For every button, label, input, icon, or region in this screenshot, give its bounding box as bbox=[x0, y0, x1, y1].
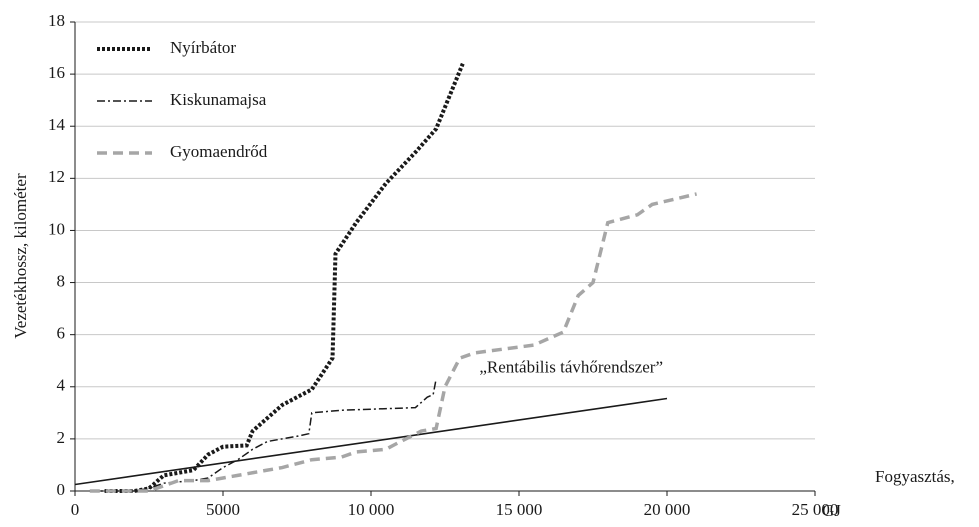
y-tick-label: 6 bbox=[57, 324, 66, 343]
data-line bbox=[89, 192, 697, 493]
x-axis-title: Fogyasztás, bbox=[875, 467, 955, 486]
y-tick-label: 4 bbox=[57, 376, 66, 395]
y-axis-title: Vezetékhossz, kilométer bbox=[11, 173, 30, 339]
data-line bbox=[104, 62, 465, 493]
y-tick-label: 0 bbox=[57, 480, 66, 499]
annotation: „Rentábilis távhőrendszer” bbox=[479, 357, 663, 376]
x-tick-label: 25 000 bbox=[792, 500, 839, 519]
legend-label: Nyírbátor bbox=[170, 38, 236, 57]
x-axis-title: GJ bbox=[822, 501, 841, 520]
x-tick-label: 5000 bbox=[206, 500, 240, 519]
y-tick-label: 8 bbox=[57, 271, 66, 290]
x-tick-label: 20 000 bbox=[644, 500, 691, 519]
y-tick-label: 10 bbox=[48, 219, 65, 238]
legend-label: Gyomaendrőd bbox=[170, 142, 268, 161]
x-tick-label: 0 bbox=[71, 500, 80, 519]
y-tick-label: 12 bbox=[48, 167, 65, 186]
data-line bbox=[89, 378, 437, 492]
y-tick-label: 2 bbox=[57, 428, 66, 447]
x-tick-label: 15 000 bbox=[496, 500, 543, 519]
y-tick-label: 14 bbox=[48, 115, 66, 134]
y-tick-label: 16 bbox=[48, 63, 65, 82]
x-tick-label: 10 000 bbox=[348, 500, 395, 519]
reference-line bbox=[74, 397, 668, 486]
y-tick-label: 18 bbox=[48, 11, 65, 30]
legend-label: Kiskunamajsa bbox=[170, 90, 267, 109]
